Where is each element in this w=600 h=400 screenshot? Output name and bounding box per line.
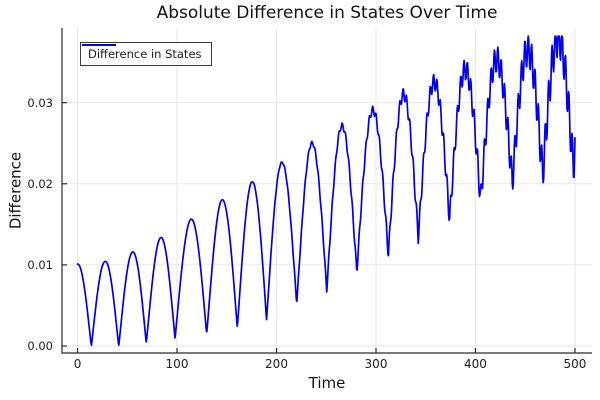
x-tick-label: 100 [165, 357, 189, 371]
x-tick-label: 300 [364, 357, 388, 371]
x-axis-title: Time [308, 374, 346, 392]
y-tick-label: 0.00 [27, 339, 53, 354]
x-tick-label: 400 [464, 357, 487, 371]
x-tick-label: 500 [563, 357, 587, 371]
legend: Difference in States [80, 42, 212, 66]
x-tick-label: 0 [73, 357, 82, 371]
difference-series-line [76, 35, 576, 347]
y-tick-label: 0.03 [27, 95, 53, 110]
legend-label: Difference in States [88, 47, 202, 61]
y-tick-label: 0.01 [27, 257, 53, 272]
x-tick-label: 200 [265, 357, 288, 371]
y-tick-label: 0.02 [27, 176, 53, 191]
y-axis-title: Difference [6, 151, 25, 230]
legend-line-sample [82, 44, 116, 46]
chart-title: Absolute Difference in States Over Time [156, 3, 498, 23]
